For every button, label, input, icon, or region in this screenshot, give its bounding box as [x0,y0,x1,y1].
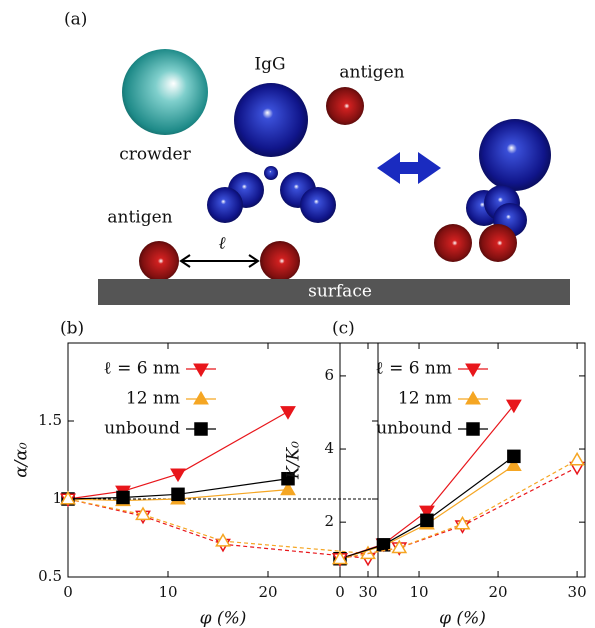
x-axis-label: φ (%) [439,609,486,628]
y-tick-label: 1.5 [38,411,62,429]
marker [505,399,522,414]
marker [466,422,480,436]
marker [193,363,209,378]
surface-label: surface [308,282,372,302]
y-axis-label: K/K₀ [284,441,304,480]
series-line [67,489,289,502]
y-tick-label: 1 [52,489,62,507]
y-tick-label: 0.5 [38,567,62,585]
antigen-sphere [139,241,179,281]
crowder-label: crowder [119,145,191,165]
series-line [67,478,289,500]
series-line [67,498,369,559]
marker [60,490,76,505]
series-line [67,498,369,555]
igg-hinge [264,166,278,180]
x-tick-label: 10 [409,583,428,601]
marker [215,533,231,547]
antigen-sphere [434,224,472,262]
y-tick-label: 6 [324,366,334,384]
marker [391,539,408,554]
marker [116,490,130,505]
igg-label: IgG [254,55,285,75]
series-line [339,459,578,560]
distance-label: ℓ [218,234,225,254]
x-tick-label: 0 [63,583,73,601]
antigen-label: antigen [339,63,404,83]
panel-label: (c) [332,319,355,339]
marker [420,513,434,528]
marker [454,515,471,530]
plot-frame [339,342,586,578]
y-axis-label: α/α₀ [12,442,32,478]
x-tick-label: 30 [358,583,377,601]
marker [569,451,585,466]
marker [170,468,186,483]
series-line [67,411,289,500]
series-line [339,455,515,560]
panel-label: (a) [64,10,87,30]
igg-arm [300,187,336,223]
crowder-sphere [122,49,208,135]
legend-label: ℓ = 6 nm [376,359,452,379]
x-tick-label: 20 [489,583,508,601]
marker [193,390,209,405]
y-tick-label: 4 [324,439,334,457]
distance-arrow [179,254,260,268]
antigen-sphere [326,87,364,125]
y-tick-label: 2 [324,512,334,530]
marker [505,457,522,472]
marker [171,487,185,502]
legend-label: ℓ = 6 nm [104,359,180,379]
x-tick-label: 10 [158,583,177,601]
marker [507,449,521,464]
legend-label: unbound [104,419,180,439]
marker [280,481,296,496]
igg-arm [207,187,243,223]
legend-label: unbound [376,419,452,439]
marker [419,505,435,520]
x-tick-label: 20 [258,583,277,601]
x-axis-label: φ (%) [200,609,247,628]
igg-head [479,119,551,191]
diagram: (a) crowder IgG antigen antigen ℓ surfac… [64,10,570,305]
x-tick-label: 30 [568,583,587,601]
panel-label: (b) [60,319,84,339]
marker [194,422,208,436]
series-line [339,466,578,560]
marker [281,471,295,486]
marker [332,550,348,565]
plot-frame [67,342,379,578]
x-tick-label: 0 [335,583,345,601]
marker [280,406,296,420]
marker [135,506,151,521]
surface [98,279,570,305]
igg-head [234,83,308,157]
antigen-sphere [260,241,300,281]
antigen-label: antigen [107,208,172,228]
legend-label: 12 nm [398,389,452,409]
marker [376,538,391,552]
marker [465,390,481,405]
marker [465,363,481,378]
antigen-sphere [479,224,517,262]
equilibrium-arrow [377,152,441,184]
legend-label: 12 nm [126,389,180,409]
